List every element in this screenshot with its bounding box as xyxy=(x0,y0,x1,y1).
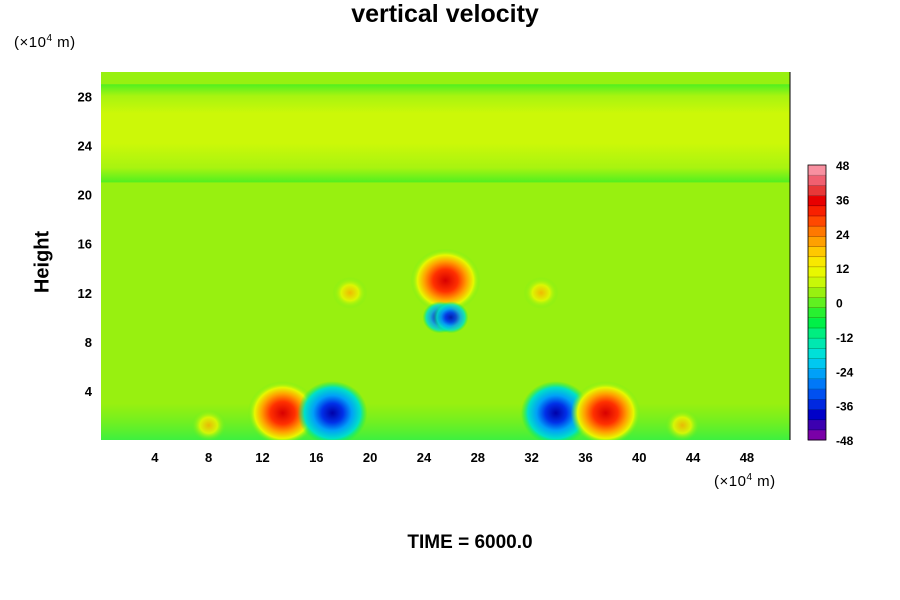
colorbar-frame xyxy=(807,164,827,441)
x-tick-label: 48 xyxy=(740,450,754,465)
y-tick-label: 20 xyxy=(78,188,92,203)
colorbar-tick-label: -24 xyxy=(836,365,854,379)
feature-cell xyxy=(433,301,469,334)
colorbar-segment xyxy=(808,256,826,268)
x-tick-label: 12 xyxy=(255,450,269,465)
time-label: TIME = 6000.0 xyxy=(407,532,533,553)
y-tick-label: 24 xyxy=(78,139,93,154)
x-tick-label: 20 xyxy=(363,450,377,465)
colorbar-segment xyxy=(808,358,826,370)
colorbar-segment xyxy=(808,317,826,329)
x-axis-unit: (×104 m) xyxy=(714,472,776,490)
feature-cell xyxy=(297,381,368,440)
colorbar-segment xyxy=(808,297,826,309)
x-tick-label: 32 xyxy=(524,450,538,465)
colorbar-segment xyxy=(808,338,826,349)
colorbar-segment xyxy=(808,378,826,390)
x-tick-label: 8 xyxy=(205,450,212,465)
x-tick-label: 16 xyxy=(309,450,323,465)
colorbar-segment xyxy=(808,226,826,237)
colorbar-segment xyxy=(808,246,826,258)
colorbar-segment xyxy=(808,165,826,176)
colorbar-segment xyxy=(808,307,826,319)
feature-cell xyxy=(332,276,368,309)
colorbar-tick-label: 24 xyxy=(836,228,850,242)
chart-title: vertical velocity xyxy=(351,0,539,28)
y-axis-unit: (×104 m) xyxy=(14,33,76,51)
colorbar-tick-label: -48 xyxy=(836,434,854,448)
colorbar-segment xyxy=(808,266,826,278)
colorbar-tick-label: -36 xyxy=(836,400,854,414)
colorbar-segment xyxy=(808,287,826,298)
feature-cell xyxy=(410,248,481,313)
feature-cell xyxy=(247,381,318,440)
colorbar-segment xyxy=(808,399,826,410)
colorbar-segment xyxy=(808,205,826,217)
colorbar-tick-label: 0 xyxy=(836,297,843,311)
colorbar-segment xyxy=(808,409,826,421)
y-tick-label: 12 xyxy=(78,286,92,301)
colorbar-tick-label: 12 xyxy=(836,262,850,276)
y-tick-label: 16 xyxy=(78,237,92,252)
feature-cell xyxy=(664,409,700,440)
colorbar-tick-label: 48 xyxy=(836,159,850,173)
y-tick-label: 28 xyxy=(78,90,92,105)
colorbar-segment xyxy=(808,236,826,247)
x-tick-label: 24 xyxy=(417,450,432,465)
x-tick-label: 44 xyxy=(686,450,701,465)
colorbar-segment xyxy=(808,429,826,441)
y-tick-label: 8 xyxy=(85,335,92,350)
x-tick-label: 40 xyxy=(632,450,646,465)
colorbar-segment xyxy=(808,368,826,380)
colorbar-segment xyxy=(808,185,826,197)
colorbar-tick-label: -12 xyxy=(836,331,854,345)
colorbar-segment xyxy=(808,419,826,431)
colorbar-tick-label: 36 xyxy=(836,193,850,207)
feature-cell xyxy=(191,409,227,440)
colorbar-segment xyxy=(808,215,826,227)
feature-cell xyxy=(570,381,641,440)
x-tick-label: 28 xyxy=(471,450,485,465)
colorbar-segment xyxy=(808,389,826,400)
colorbar-segment xyxy=(808,195,826,207)
colorbar-segment xyxy=(808,277,826,288)
feature-cell xyxy=(523,276,559,309)
feature-cell xyxy=(520,381,591,440)
colorbar-segment xyxy=(808,348,826,360)
x-tick-label: 4 xyxy=(151,450,159,465)
y-tick-label: 4 xyxy=(85,384,93,399)
x-tick-label: 36 xyxy=(578,450,592,465)
upper-band xyxy=(101,84,790,183)
colorbar-segment xyxy=(808,175,826,186)
colorbar-segment xyxy=(808,327,826,339)
